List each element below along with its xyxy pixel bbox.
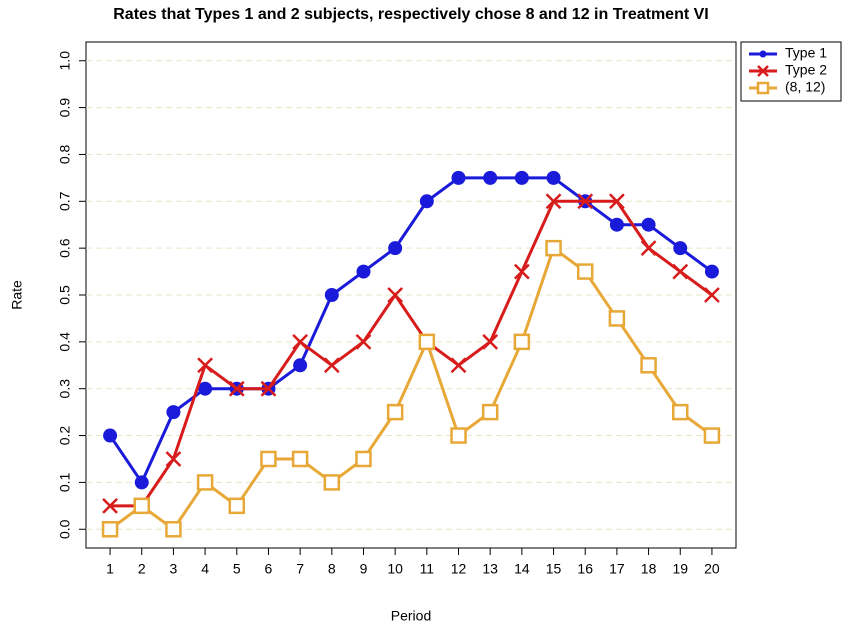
- data-point: [608, 310, 626, 327]
- data-point: [703, 427, 721, 444]
- x-tick-label: 2: [138, 561, 146, 577]
- data-point: [640, 240, 657, 257]
- x-tick-label: 17: [609, 561, 625, 577]
- x-tick-label: 4: [201, 561, 209, 577]
- y-tick-label: 0.6: [57, 238, 73, 258]
- x-tick-label: 11: [420, 561, 435, 577]
- data-point: [640, 357, 657, 374]
- data-point: [481, 403, 499, 421]
- data-point: [260, 450, 277, 468]
- data-point: [450, 357, 467, 374]
- data-point: [513, 333, 531, 351]
- x-tick-label: 8: [328, 561, 336, 577]
- x-tick-label: 13: [482, 561, 498, 577]
- x-tick-label: 10: [387, 561, 403, 577]
- data-point: [102, 497, 118, 514]
- data-point: [609, 193, 625, 210]
- data-point: [386, 403, 404, 421]
- data-point: [324, 288, 339, 302]
- data-point: [228, 380, 245, 397]
- data-point: [291, 450, 309, 468]
- data-point: [356, 264, 371, 279]
- data-point: [450, 427, 467, 444]
- y-axis-label: Rate: [9, 280, 25, 310]
- data-point: [101, 521, 119, 538]
- y-tick-label: 0.2: [57, 426, 73, 446]
- data-point: [103, 428, 118, 443]
- data-point: [196, 474, 214, 491]
- data-point: [418, 333, 436, 351]
- y-tick-label: 0.4: [57, 332, 73, 352]
- data-point: [483, 170, 498, 185]
- data-point: [355, 450, 372, 468]
- data-point: [514, 170, 529, 185]
- data-point: [673, 241, 688, 256]
- data-point: [387, 287, 404, 303]
- x-tick-label: 18: [641, 561, 657, 577]
- legend-label: (8, 12): [785, 79, 825, 95]
- data-point: [323, 357, 340, 374]
- x-tick-label: 6: [265, 561, 273, 577]
- data-point: [576, 263, 594, 280]
- x-tick-label: 1: [106, 561, 114, 577]
- data-point: [133, 497, 151, 515]
- y-tick-label: 0.7: [57, 191, 73, 211]
- data-point: [165, 521, 182, 538]
- data-point: [546, 170, 561, 185]
- y-tick-label: 0.0: [57, 519, 73, 539]
- data-point: [545, 239, 562, 257]
- data-point: [166, 405, 181, 420]
- x-tick-label: 15: [546, 561, 562, 577]
- data-point: [641, 217, 656, 232]
- legend-label: Type 1: [785, 45, 827, 61]
- chart-title: Rates that Types 1 and 2 subjects, respe…: [113, 6, 709, 23]
- data-point: [323, 474, 341, 491]
- data-point: [545, 193, 562, 210]
- data-point: [292, 333, 309, 350]
- data-point: [419, 194, 434, 209]
- x-tick-label: 7: [296, 561, 304, 577]
- x-axis-label: Period: [391, 608, 431, 624]
- data-point: [451, 170, 466, 185]
- x-tick-label: 5: [233, 561, 241, 577]
- data-point: [165, 451, 182, 467]
- x-tick-label: 14: [514, 561, 530, 577]
- data-point: [355, 333, 372, 350]
- data-point: [134, 475, 149, 490]
- y-tick-label: 0.8: [57, 145, 73, 165]
- legend-marker: [757, 65, 769, 77]
- x-tick-label: 16: [577, 561, 593, 577]
- y-tick-label: 0.1: [57, 472, 73, 492]
- legend-label: Type 2: [785, 62, 827, 78]
- data-point: [704, 287, 720, 303]
- data-point: [672, 263, 689, 280]
- legend-marker: [756, 81, 770, 95]
- y-tick-label: 0.9: [57, 98, 73, 118]
- series-line: [110, 199, 713, 508]
- data-point: [513, 263, 530, 280]
- data-point: [293, 358, 308, 373]
- data-point: [388, 241, 403, 256]
- data-point: [577, 193, 594, 210]
- data-point: [228, 497, 246, 515]
- x-tick-label: 19: [672, 561, 688, 577]
- y-tick-label: 0.5: [57, 285, 73, 305]
- data-point: [198, 381, 213, 396]
- y-tick-label: 0.3: [57, 379, 73, 399]
- x-tick-label: 3: [170, 561, 178, 577]
- legend-marker: [759, 50, 767, 58]
- y-tick-label: 1.0: [57, 51, 73, 71]
- x-tick-label: 12: [451, 561, 467, 577]
- data-point: [482, 333, 499, 350]
- x-tick-label: 20: [704, 561, 720, 577]
- data-point: [260, 380, 277, 397]
- data-point: [609, 217, 624, 232]
- x-tick-label: 9: [360, 561, 368, 577]
- data-point: [704, 264, 719, 279]
- data-point: [671, 403, 689, 421]
- data-point: [197, 357, 213, 374]
